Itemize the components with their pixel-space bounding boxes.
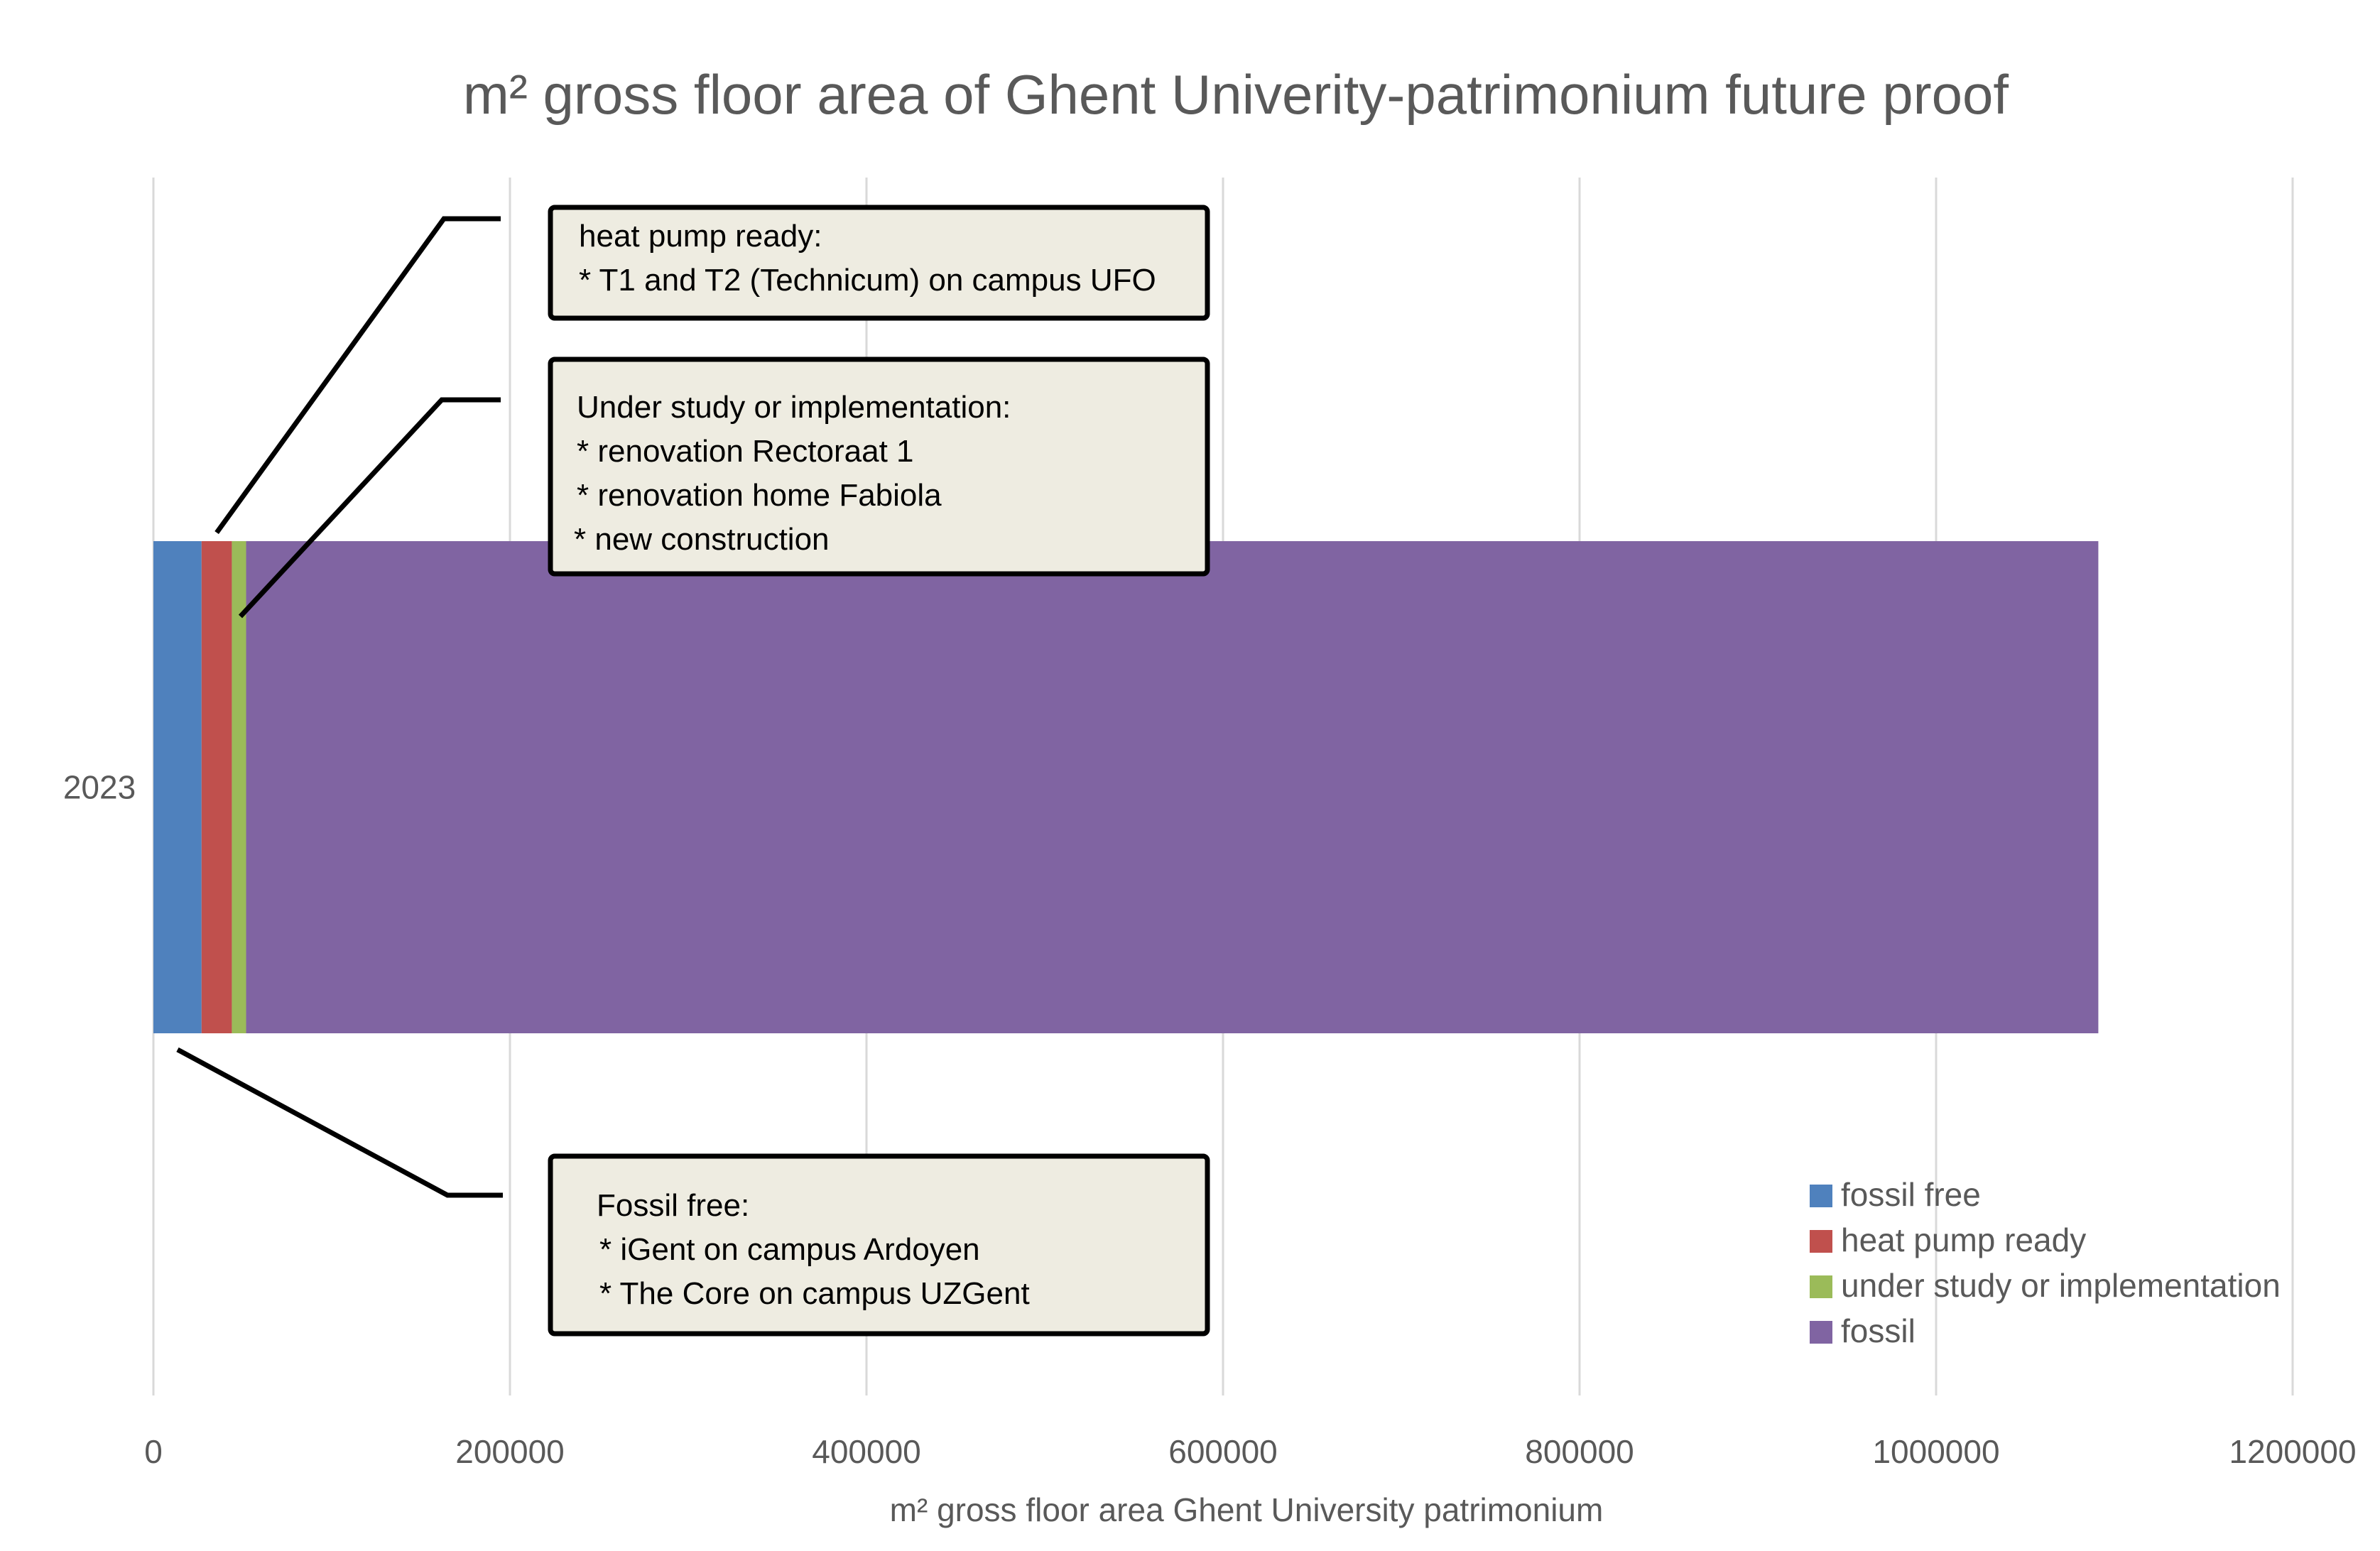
x-tick-label: 400000 (812, 1433, 921, 1470)
legend-swatch (1810, 1185, 1832, 1207)
bar-under-study-or-implementation (232, 541, 246, 1033)
legend-label: under study or implementation (1841, 1267, 2281, 1304)
x-tick-label: 0 (144, 1433, 163, 1470)
chart-title: m² gross floor area of Ghent Univerity-p… (463, 63, 2009, 126)
bar-fossil (246, 541, 2099, 1033)
callout-text: heat pump ready: (579, 219, 822, 254)
legend-swatch (1810, 1230, 1832, 1253)
legend-swatch (1810, 1275, 1832, 1298)
callout-text: Fossil free: (597, 1188, 749, 1223)
callout-box (548, 357, 1210, 577)
x-axis-ticks: 0 200000 400000 600000 800000 1000000 1200000 (144, 1433, 2356, 1470)
callout-text: * iGent on campus Ardoyen (599, 1232, 980, 1267)
legend-label: fossil free (1841, 1176, 1981, 1213)
x-axis-label: m² gross floor area Ghent University pat… (890, 1491, 1604, 1528)
callout-text: * renovation home Fabiola (577, 478, 942, 513)
legend-label: heat pump ready (1841, 1221, 2086, 1258)
y-axis-categories: 2023 (63, 769, 136, 806)
callout-box (548, 205, 1210, 321)
bars (153, 541, 2099, 1033)
callout-text: * new construction (574, 522, 830, 557)
callout-text: Under study or implementation: (577, 390, 1011, 425)
callout-leader-line (176, 1047, 503, 1198)
callouts: heat pump ready: * T1 and T2 (Technicum) … (176, 205, 1210, 1337)
x-tick-label: 1000000 (1872, 1433, 1999, 1470)
legend-swatch (1810, 1321, 1832, 1344)
bar-fossil-free (153, 541, 202, 1033)
x-tick-label: 800000 (1525, 1433, 1634, 1470)
callout-text: * T1 and T2 (Technicum) on campus UFO (579, 263, 1156, 298)
callout-text: * renovation Rectoraat 1 (577, 434, 914, 469)
bar-heat-pump-ready (201, 541, 232, 1033)
x-tick-label: 1200000 (2229, 1433, 2356, 1470)
y-category-label: 2023 (63, 769, 136, 806)
callout-leader-line (214, 216, 501, 535)
callout-box (548, 1153, 1210, 1337)
callout-text: * The Core on campus UZGent (599, 1276, 1030, 1311)
legend-label: fossil (1841, 1312, 1916, 1349)
x-tick-label: 200000 (455, 1433, 565, 1470)
callout-leader-line (238, 397, 501, 619)
x-tick-label: 600000 (1168, 1433, 1278, 1470)
legend: fossil free heat pump ready under study or… (1810, 1176, 2281, 1349)
